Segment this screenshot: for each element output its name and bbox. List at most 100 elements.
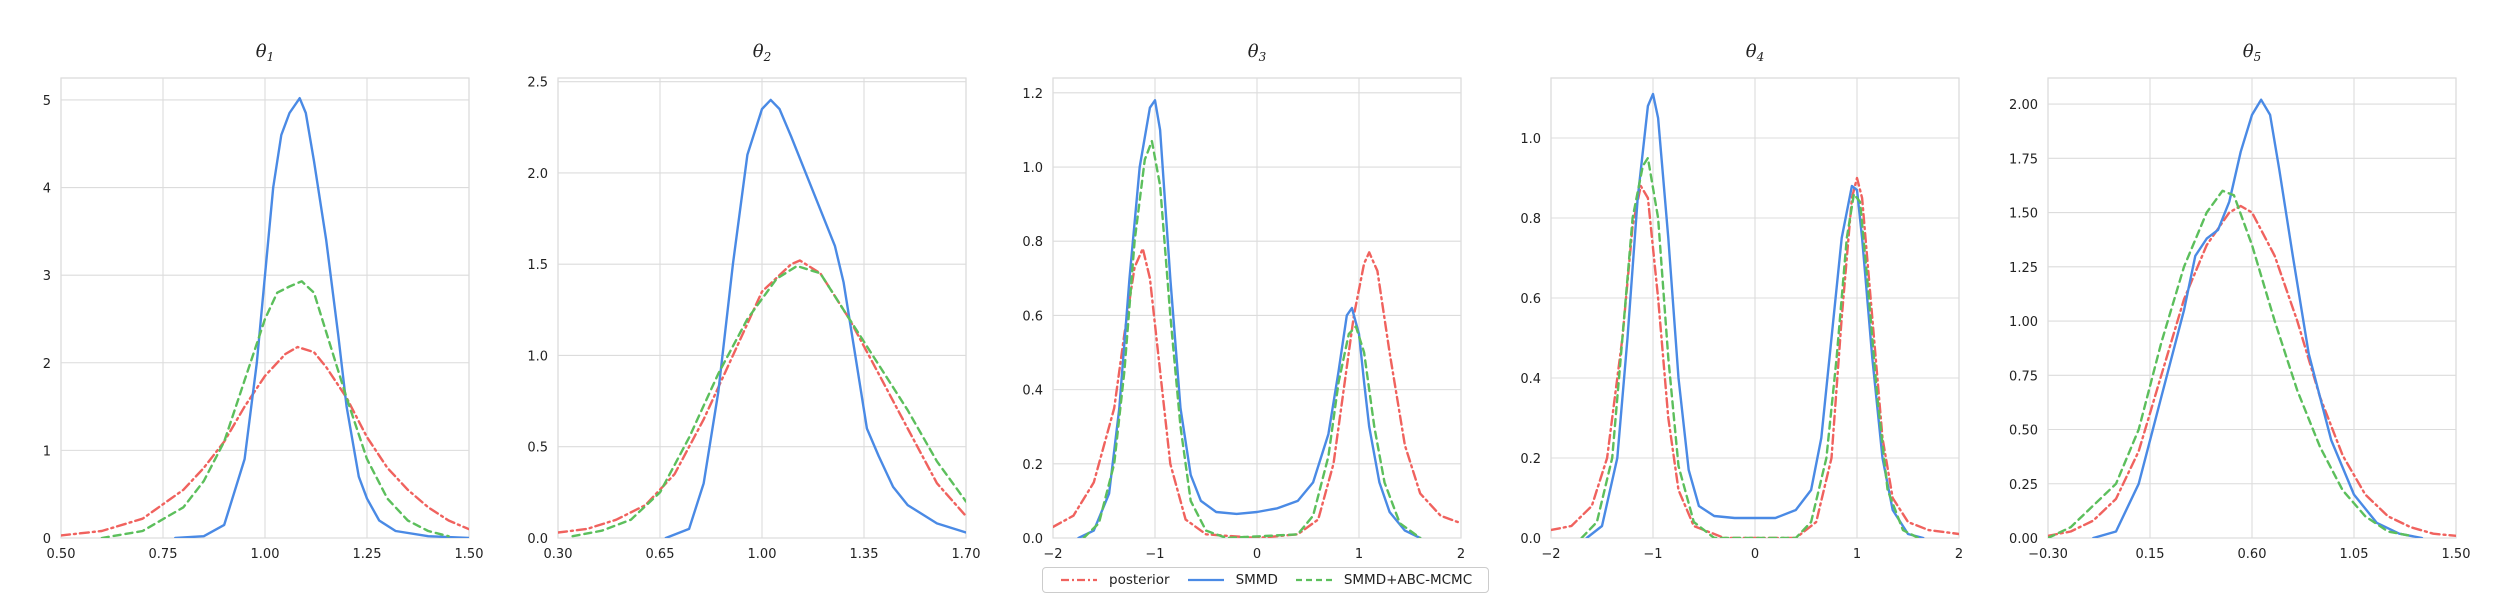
x-tick-label: 1 xyxy=(1853,547,1861,562)
series-line-smmd-abc-mcmc xyxy=(100,280,450,538)
panel-3: −2 −1 0 1 2 0.0 0.2 0.4 0.6 0.8 1.0 1.2 θ3 xyxy=(1022,41,1465,562)
x-tick-label: 0.60 xyxy=(2238,547,2267,562)
y-tick-label: 0.8 xyxy=(1520,212,1541,227)
panel-title: θ4 xyxy=(1746,41,1764,64)
panel-2: 0.30 0.65 1.00 1.35 1.70 0.0 0.5 1.0 1.5 2.0 2.5 θ2 xyxy=(527,41,980,562)
panel-title: θ1 xyxy=(256,41,274,64)
legend-label-posterior: posterior xyxy=(1109,572,1170,588)
series-line-posterior xyxy=(558,259,966,534)
x-tick-label: 1.00 xyxy=(251,547,280,562)
panel-5: −0.30 0.15 0.60 1.05 1.50 0.00 0.25 0.50 0.75 1.0… xyxy=(2009,41,2470,562)
legend-swatch-smmd-abc-mcmc xyxy=(1295,578,1332,582)
y-tick-label: 5 xyxy=(43,94,51,109)
y-tick-label: 0.50 xyxy=(2009,424,2038,439)
x-tick-label: 1.00 xyxy=(748,547,777,562)
panel-4: −2 −1 0 1 2 0.0 0.2 0.4 0.6 0.8 1.0 θ4 xyxy=(1520,41,1963,562)
x-tick-label: 1.05 xyxy=(2340,547,2369,562)
y-tick-label: 2.5 xyxy=(527,76,548,91)
series-line-posterior xyxy=(61,345,469,537)
x-tick-label: 1 xyxy=(1355,547,1363,562)
panel-title-subscript: 5 xyxy=(2254,50,2262,64)
panel-1: 0.50 0.75 1.00 1.25 1.50 0 1 2 3 4 5 θ1 xyxy=(43,41,484,562)
series-line-smmd xyxy=(1585,92,1925,538)
y-tick-label: 2.0 xyxy=(527,167,548,182)
x-tick-label: 0.30 xyxy=(544,547,573,562)
y-tick-label: 0.6 xyxy=(1520,292,1541,307)
series-line-smmd-abc-mcmc xyxy=(2048,189,2412,538)
panel-title-symbol: θ xyxy=(753,41,764,62)
panel-title-symbol: θ xyxy=(2243,41,2254,62)
legend-swatch-smmd xyxy=(1187,578,1224,582)
x-tick-label: 0 xyxy=(1751,547,1759,562)
y-tick-label: 0.0 xyxy=(527,532,548,547)
x-tick-label: 1.50 xyxy=(2442,547,2471,562)
legend-item-posterior: posterior xyxy=(1059,572,1170,588)
x-tick-label: 0.50 xyxy=(47,547,76,562)
y-tick-label: 0.2 xyxy=(1022,458,1043,473)
y-tick-label: 1.0 xyxy=(1022,161,1043,176)
x-tick-label: −1 xyxy=(1643,547,1662,562)
panel-title-symbol: θ xyxy=(1746,41,1757,62)
y-tick-label: 1.00 xyxy=(2009,315,2038,330)
y-tick-label: 0.00 xyxy=(2009,532,2038,547)
y-tick-label: 0 xyxy=(43,532,51,547)
x-tick-label: −1 xyxy=(1145,547,1164,562)
panel-title: θ5 xyxy=(2243,41,2261,64)
panel-title-subscript: 3 xyxy=(1259,50,1267,64)
x-tick-label: 0.15 xyxy=(2136,547,2165,562)
y-tick-label: 1.50 xyxy=(2009,207,2038,222)
series-line-smmd xyxy=(1077,99,1422,538)
x-tick-label: 0.75 xyxy=(149,547,178,562)
panel-title-symbol: θ xyxy=(256,41,267,62)
panel-title-subscript: 4 xyxy=(1756,50,1765,64)
y-tick-label: 1.5 xyxy=(527,258,548,273)
x-tick-label: 1.35 xyxy=(850,547,879,562)
y-tick-label: 1.0 xyxy=(527,349,548,364)
panel-title-subscript: 1 xyxy=(267,50,275,64)
panel-title: θ2 xyxy=(753,41,771,64)
x-tick-label: 0.65 xyxy=(646,547,675,562)
series-line-smmd xyxy=(174,97,469,538)
y-tick-label: 0.8 xyxy=(1022,235,1043,250)
y-tick-label: 0.2 xyxy=(1520,452,1541,467)
y-tick-label: 0.0 xyxy=(1520,532,1541,547)
x-tick-label: 0 xyxy=(1253,547,1261,562)
series-line-smmd-abc-mcmc xyxy=(1580,156,1920,538)
y-tick-label: 1.0 xyxy=(1520,132,1541,147)
legend-item-smmd: SMMD xyxy=(1186,572,1278,588)
x-tick-label: 1.50 xyxy=(455,547,484,562)
y-tick-label: 2 xyxy=(43,357,51,372)
y-tick-label: 1.2 xyxy=(1022,87,1043,102)
series-line-smmd-abc-mcmc xyxy=(571,264,966,538)
y-tick-label: 4 xyxy=(43,182,51,197)
y-tick-label: 1.25 xyxy=(2009,261,2038,276)
y-tick-label: 0.25 xyxy=(2009,478,2038,493)
y-tick-label: 3 xyxy=(43,269,51,284)
x-tick-label: 2 xyxy=(1457,547,1465,562)
y-tick-label: 0.6 xyxy=(1022,309,1043,324)
y-tick-label: 0.5 xyxy=(527,441,548,456)
series-line-smmd-abc-mcmc xyxy=(1082,139,1422,538)
y-tick-label: 0.4 xyxy=(1022,384,1043,399)
x-tick-label: −0.30 xyxy=(2028,547,2068,562)
legend-swatch-posterior xyxy=(1061,578,1097,582)
legend-item-smmd-abc-mcmc: SMMD+ABC-MCMC xyxy=(1294,572,1472,588)
series-line-posterior xyxy=(2048,204,2456,537)
y-tick-label: 2.00 xyxy=(2009,98,2038,113)
x-tick-label: 1.25 xyxy=(353,547,382,562)
legend: posterior SMMD SMMD+ABC-MCMC xyxy=(1042,567,1490,593)
x-tick-label: −2 xyxy=(1043,547,1062,562)
panel-title: θ3 xyxy=(1248,41,1267,64)
series-line-smmd xyxy=(2092,98,2424,538)
legend-label-smmd-abc-mcmc: SMMD+ABC-MCMC xyxy=(1343,572,1473,588)
series-line-smmd xyxy=(664,98,966,538)
panel-title-subscript: 2 xyxy=(763,50,772,64)
x-tick-label: 1.70 xyxy=(952,547,981,562)
x-tick-label: −2 xyxy=(1541,547,1560,562)
legend-label-smmd: SMMD xyxy=(1235,572,1278,588)
y-tick-label: 1.75 xyxy=(2009,152,2038,167)
y-tick-label: 0.0 xyxy=(1022,532,1043,547)
x-tick-label: 2 xyxy=(1955,547,1963,562)
y-tick-label: 0.75 xyxy=(2009,369,2038,384)
